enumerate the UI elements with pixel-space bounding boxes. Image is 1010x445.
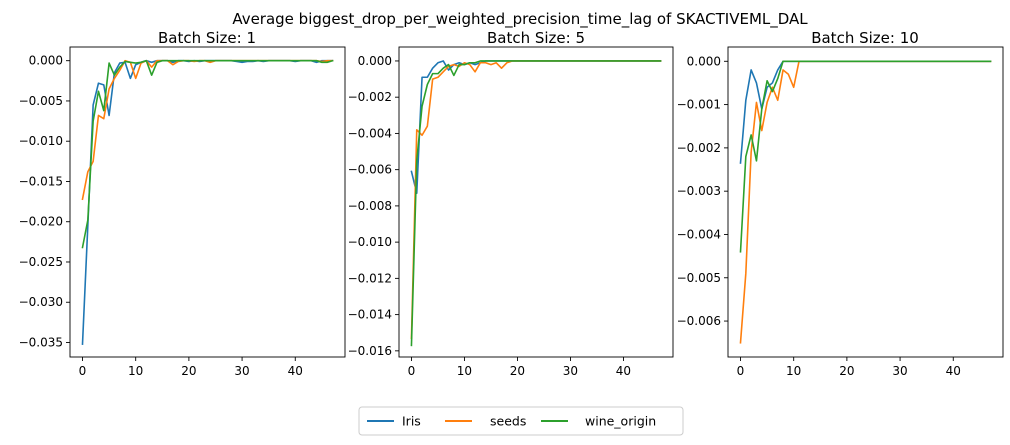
legend-entry-wine-origin: wine_origin (541, 414, 656, 429)
y-tick-label: −0.035 (19, 336, 63, 350)
axes-frame (398, 46, 674, 358)
axes-frame (727, 46, 1004, 358)
legend-entry-iris: Iris (367, 414, 421, 429)
y-tick-label: 0.000 (687, 54, 721, 68)
series-line-seeds (410, 60, 662, 339)
series-line-wine-origin (81, 59, 334, 249)
x-tick-label: 0 (79, 364, 87, 378)
subplot-batch-size-1: Batch Size: 1 0 10 20 30 40 0.000 −0.005 −0.010… (19, 29, 346, 378)
figure-title: Average biggest_drop_per_weighted_precis… (232, 10, 808, 29)
legend-entry-seeds: seeds (445, 414, 526, 429)
subplot-batch-size-5: Batch Size: 5 0 10 20 30 40 0.000 −0.002 −0.004… (348, 29, 674, 378)
x-tick-label: 20 (510, 364, 525, 378)
plot-lines (410, 60, 662, 347)
subplot-title: Batch Size: 5 (487, 29, 585, 47)
series-line-iris (410, 60, 662, 195)
x-tick-label: 40 (946, 364, 961, 378)
y-tick-label: −0.002 (677, 141, 721, 155)
legend: Iris seeds wine_origin (358, 406, 684, 436)
axes-frame (69, 46, 346, 358)
x-tick-label: 30 (892, 364, 907, 378)
y-tick-label: −0.006 (677, 314, 721, 328)
y-tick-label: −0.006 (348, 163, 392, 177)
y-tick-label: −0.010 (348, 235, 392, 249)
y-tick-label: −0.015 (19, 174, 63, 188)
y-tick-label: −0.014 (348, 308, 392, 322)
subplot-batch-size-10: Batch Size: 10 0 10 20 30 40 0.000 −0.001 −0.00… (677, 29, 1004, 378)
y-tick-label: −0.025 (19, 255, 63, 269)
y-tick-label: −0.001 (677, 98, 721, 112)
y-tick-label: −0.020 (19, 215, 63, 229)
legend-label: Iris (402, 414, 421, 429)
y-tick-label: −0.004 (677, 227, 721, 241)
series-line-seeds (739, 60, 992, 344)
x-tick-label: 10 (457, 364, 472, 378)
y-tick-label: −0.030 (19, 295, 63, 309)
x-tick-label: 20 (181, 364, 196, 378)
plot-lines (81, 59, 334, 345)
plot-lines (739, 60, 992, 344)
subplot-title: Batch Size: 10 (811, 29, 919, 47)
legend-label: wine_origin (585, 414, 656, 429)
y-tick-label: −0.012 (348, 271, 392, 285)
legend-frame (358, 406, 684, 436)
y-tick-label: −0.005 (677, 271, 721, 285)
y-tick-label: −0.010 (19, 134, 63, 148)
x-tick-label: 20 (839, 364, 854, 378)
x-tick-label: 30 (234, 364, 249, 378)
subplot-title: Batch Size: 1 (158, 29, 256, 47)
y-tick-label: −0.003 (677, 184, 721, 198)
series-line-wine-origin (739, 60, 992, 253)
series-line-wine-origin (410, 60, 662, 347)
x-tick-label: 0 (737, 364, 745, 378)
y-tick-label: −0.004 (348, 126, 392, 140)
x-tick-label: 0 (408, 364, 416, 378)
y-tick-label: −0.005 (19, 94, 63, 108)
series-line-iris (81, 59, 334, 345)
y-tick-label: −0.008 (348, 199, 392, 213)
x-tick-label: 30 (563, 364, 578, 378)
x-tick-label: 10 (786, 364, 801, 378)
x-tick-label: 10 (128, 364, 143, 378)
series-line-seeds (81, 59, 334, 201)
y-tick-label: 0.000 (29, 54, 63, 68)
x-tick-label: 40 (288, 364, 303, 378)
y-tick-label: −0.016 (348, 344, 392, 358)
y-tick-label: 0.000 (358, 54, 392, 68)
y-tick-label: −0.002 (348, 90, 392, 104)
x-tick-label: 40 (616, 364, 631, 378)
legend-label: seeds (490, 414, 526, 429)
